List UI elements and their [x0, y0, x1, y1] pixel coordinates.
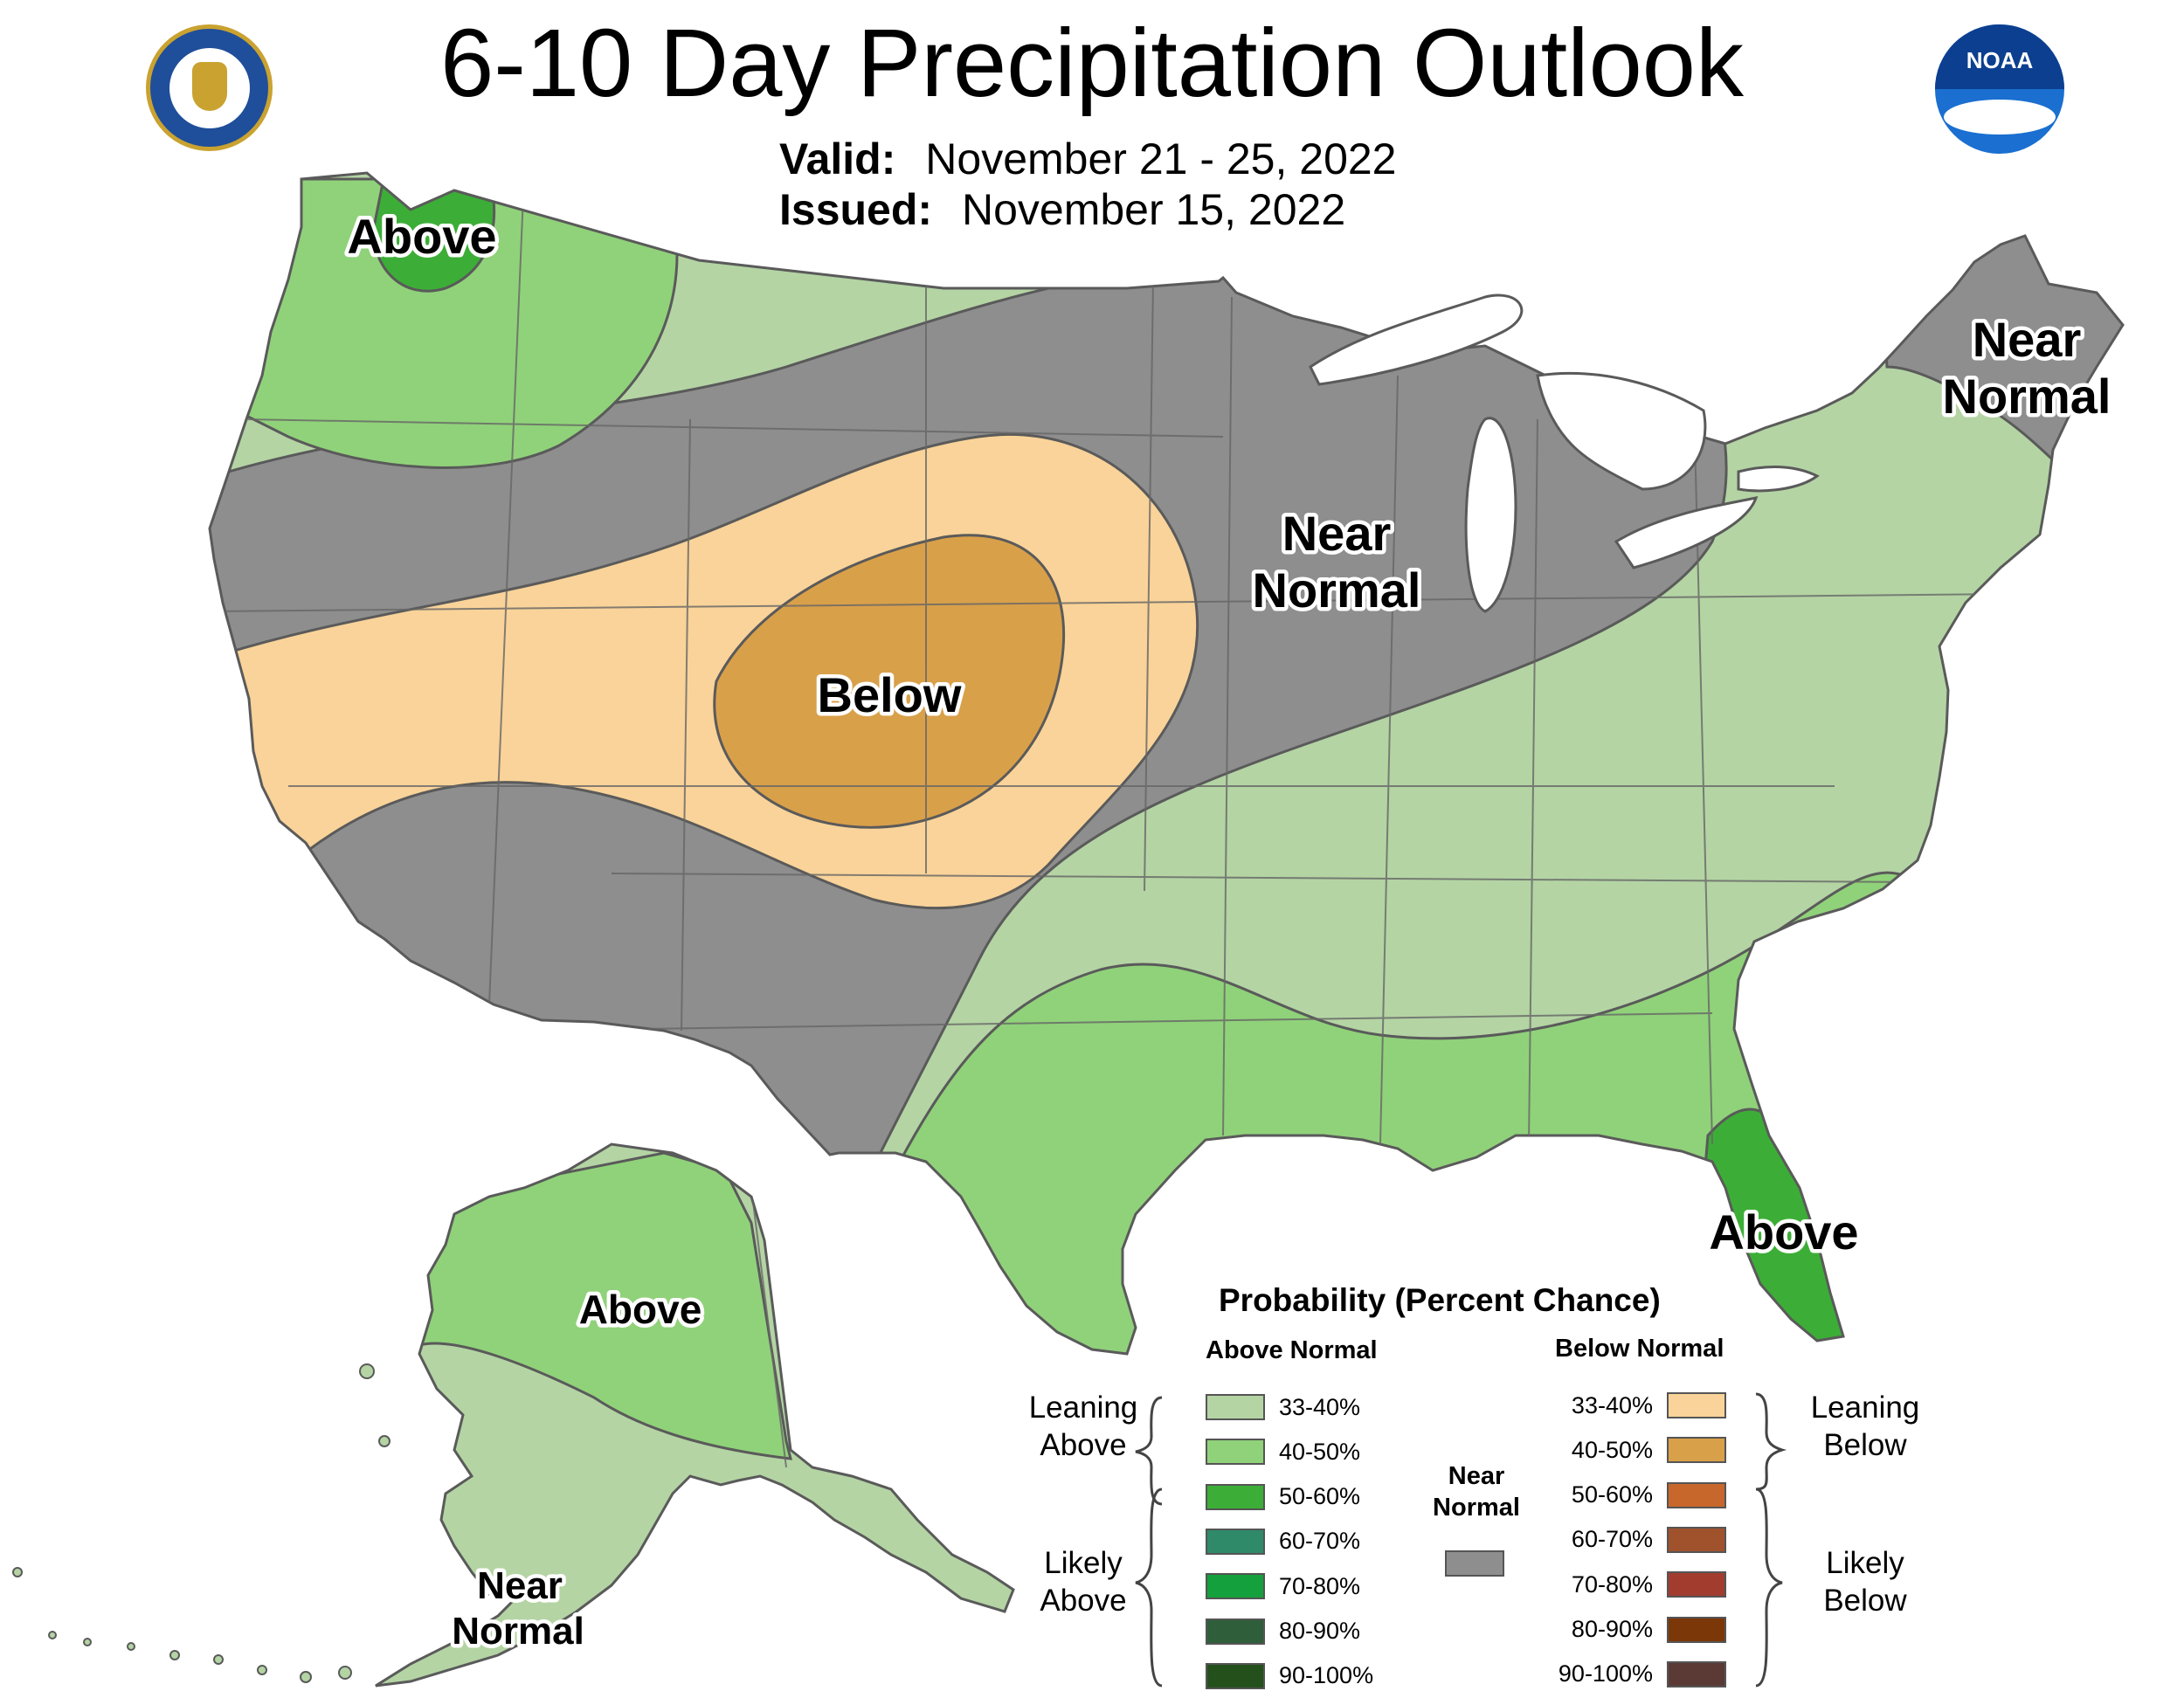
issued-line: Issued: November 15, 2022 — [779, 183, 1345, 236]
issued-date: November 15, 2022 — [961, 185, 1346, 234]
legend-above-swatch-1 — [1206, 1439, 1265, 1466]
legend-below-row-0: 33-40% — [1555, 1391, 1817, 1420]
legend-below-label-3: 60-70% — [1571, 1526, 1653, 1553]
legend-below-swatch-2 — [1667, 1481, 1726, 1508]
legend-below-label-1: 40-50% — [1571, 1436, 1653, 1463]
eagle-icon — [192, 62, 227, 111]
legend-below-label-4: 70-80% — [1571, 1570, 1653, 1598]
legend-leaning-above-label: Leaning Above — [1028, 1391, 1138, 1462]
legend-above-header: Above Normal — [1206, 1336, 1378, 1364]
legend-below-row-6: 90-100% — [1555, 1660, 1817, 1689]
legend-below-swatch-5 — [1667, 1616, 1726, 1643]
issued-label: Issued: — [779, 185, 933, 234]
page-title: 6-10 Day Precipitation Outlook — [440, 10, 1744, 117]
label-near-normal-northeast-line1: Near — [1973, 312, 2082, 367]
legend-above-swatch-0 — [1206, 1394, 1265, 1420]
legend-above-row-6: 90-100% — [1206, 1661, 1468, 1691]
legend-below-row-2: 50-60% — [1555, 1480, 1817, 1510]
legend-above-swatch-6 — [1206, 1662, 1265, 1689]
legend-above-swatch-5 — [1206, 1618, 1265, 1645]
valid-date: November 21 - 25, 2022 — [925, 135, 1397, 183]
legend-below-swatch-0 — [1667, 1392, 1726, 1418]
legend-above-label-6: 90-100% — [1279, 1662, 1374, 1689]
legend-above-row-4: 70-80% — [1206, 1571, 1468, 1601]
legend-below-swatch-4 — [1667, 1571, 1726, 1598]
legend-above-row-1: 40-50% — [1206, 1437, 1468, 1467]
label-near-normal-alaska-line1: Near — [477, 1564, 563, 1607]
legend-above-swatch-2 — [1206, 1483, 1265, 1510]
legend-below-row-3: 60-70% — [1555, 1525, 1817, 1555]
legend-likely-below-label: Likely Below — [1823, 1546, 1907, 1618]
legend-below-header: Below Normal — [1555, 1335, 1724, 1363]
legend-above-label-0: 33-40% — [1279, 1393, 1361, 1420]
legend-leaning-below-label: Leaning Below — [1810, 1391, 1920, 1462]
legend-likely-above-label: Likely Above — [1040, 1546, 1127, 1618]
legend-below-swatch-6 — [1667, 1660, 1726, 1688]
legend-below-row-1: 40-50% — [1555, 1435, 1817, 1465]
label-below-plains: Below — [818, 667, 962, 722]
legend-title: Probability (Percent Chance) — [1219, 1282, 1661, 1318]
valid-label: Valid: — [779, 135, 896, 183]
noaa-logo: NOAA — [1935, 24, 2064, 154]
legend-above-label-1: 40-50% — [1279, 1438, 1361, 1465]
legend-below-swatch-3 — [1667, 1526, 1726, 1553]
legend-above-label-2: 50-60% — [1279, 1483, 1361, 1510]
valid-line: Valid: November 21 - 25, 2022 — [779, 133, 1397, 185]
department-of-commerce-seal — [146, 24, 273, 151]
label-near-normal-northeast-line2: Normal — [1943, 369, 2111, 424]
legend-above-row-3: 60-70% — [1206, 1527, 1468, 1556]
legend-below-label-2: 50-60% — [1571, 1481, 1653, 1508]
legend-below-row-4: 70-80% — [1555, 1570, 1817, 1599]
label-above-northwest: Above — [347, 209, 496, 264]
legend-above-row-2: 50-60% — [1206, 1482, 1468, 1512]
legend-above-swatch-4 — [1206, 1573, 1265, 1600]
label-near-normal-central-line1: Near — [1282, 506, 1392, 561]
legend-above-row-5: 80-90% — [1206, 1617, 1468, 1646]
legend-below-row-5: 80-90% — [1555, 1615, 1817, 1645]
legend-above-row-0: 33-40% — [1206, 1392, 1468, 1422]
label-near-normal-central-line2: Normal — [1253, 563, 1421, 618]
noaa-logo-text: NOAA — [1966, 47, 2034, 73]
legend-above-swatch-3 — [1206, 1528, 1265, 1555]
legend-below-label-5: 80-90% — [1571, 1616, 1653, 1642]
legend-braces — [1135, 1392, 1787, 1688]
label-above-alaska: Above — [579, 1287, 702, 1332]
legend-below-label-0: 33-40% — [1571, 1391, 1653, 1418]
label-near-normal-alaska-line2: Normal — [452, 1610, 584, 1653]
legend-above-label-5: 80-90% — [1279, 1618, 1361, 1644]
legend-below-swatch-1 — [1667, 1437, 1726, 1464]
legend-near-normal-swatch — [1445, 1550, 1504, 1577]
legend-above-label-4: 70-80% — [1279, 1572, 1361, 1599]
label-above-florida: Above — [1709, 1204, 1858, 1260]
legend-below-label-6: 90-100% — [1558, 1660, 1653, 1688]
legend-near-normal-header: Near Normal — [1433, 1462, 1520, 1522]
legend-above-label-3: 60-70% — [1279, 1528, 1361, 1555]
